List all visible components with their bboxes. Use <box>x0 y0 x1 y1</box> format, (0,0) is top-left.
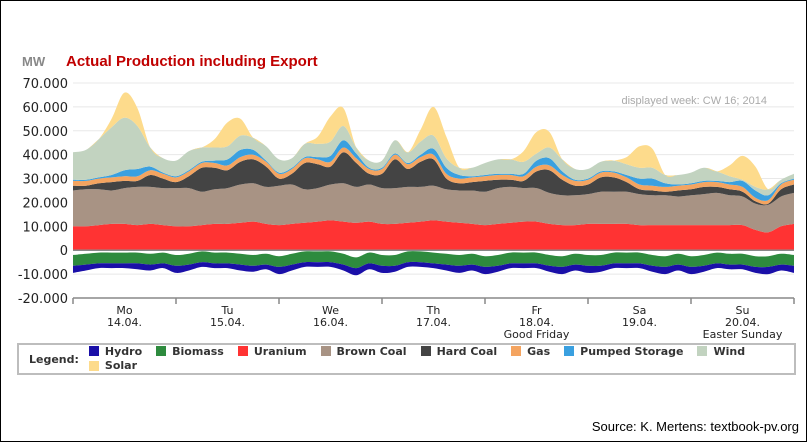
area-biomass-export <box>73 251 794 269</box>
area-brown-coal <box>73 183 794 233</box>
y-tick-label: 10.000 <box>23 220 69 235</box>
legend-item[interactable]: Solar <box>88 359 138 372</box>
legend-swatch <box>156 346 167 356</box>
legend-item[interactable]: Pumped Storage <box>564 345 683 358</box>
legend-label: Brown Coal <box>336 344 407 358</box>
y-tick-label: -20.000 <box>18 292 68 307</box>
x-day-label: Tu <box>220 304 233 317</box>
y-tick-label: 40.000 <box>23 149 69 164</box>
legend-label: Hard Coal <box>436 344 498 358</box>
area-hydro-export <box>73 261 794 276</box>
legend-item[interactable]: Brown Coal <box>320 344 407 358</box>
area-hard-coal <box>73 152 794 206</box>
y-tick-label: -10.000 <box>18 268 68 283</box>
legend-item[interactable]: Biomass <box>156 345 224 358</box>
legend-item[interactable]: Gas <box>511 345 550 358</box>
x-day-label: We <box>322 304 339 317</box>
x-day-label: 15.04. <box>210 316 245 329</box>
y-tick-label: 20.000 <box>23 196 69 211</box>
area-pumped-storage <box>73 140 794 201</box>
legend-swatch <box>564 346 575 356</box>
x-day-label: 14.04. <box>107 316 142 329</box>
chart-title: Actual Production including Export <box>66 53 318 70</box>
y-tick-label: 60.000 <box>23 101 69 116</box>
area-gas <box>73 147 794 205</box>
x-day-label: 16.04. <box>313 316 348 329</box>
legend-item[interactable]: Wind <box>697 345 745 358</box>
legend-label: Biomass <box>172 344 224 358</box>
legend-label: Uranium <box>253 344 307 358</box>
x-day-label: Easter Sunday <box>703 328 783 341</box>
legend-label: Hydro <box>104 344 143 358</box>
legend-swatch <box>88 360 99 371</box>
y-tick-label: 70.000 <box>23 77 69 92</box>
x-day-label: 20.04. <box>725 316 760 329</box>
area-wind <box>73 117 794 196</box>
legend-title: Legend: <box>29 352 79 366</box>
y-tick-label: 0 <box>60 244 68 259</box>
area-solar <box>73 92 794 190</box>
x-day-label: 19.04. <box>622 316 657 329</box>
x-day-label: Su <box>736 304 750 317</box>
y-tick-label: 30.000 <box>23 173 69 188</box>
x-day-label: 17.04. <box>416 316 451 329</box>
x-day-label: Good Friday <box>504 328 570 341</box>
legend: Legend: Hydro Biomass Uranium Brown Coal Har… <box>17 343 796 375</box>
legend-swatch <box>511 346 522 356</box>
x-day-label: Sa <box>633 304 647 317</box>
unit-label: MW <box>22 54 46 69</box>
week-label: displayed week: CW 16; 2014 <box>621 95 767 107</box>
legend-swatch <box>88 346 99 356</box>
y-tick-label: 50.000 <box>23 125 69 140</box>
legend-label: Gas <box>527 344 551 358</box>
legend-item[interactable]: Hydro <box>88 344 143 358</box>
x-day-label: Fr <box>531 304 542 317</box>
x-day-label: 18.04. <box>519 316 554 329</box>
legend-item[interactable]: Uranium <box>237 344 307 358</box>
x-day-label: Th <box>426 304 441 317</box>
legend-label: Wind <box>713 344 746 358</box>
legend-item[interactable]: Hard Coal <box>420 344 498 358</box>
source-credit: Source: K. Mertens: textbook-pv.org <box>591 419 799 434</box>
legend-label: Pumped Storage <box>580 344 684 358</box>
legend-swatch <box>420 346 431 356</box>
legend-label: Solar <box>104 359 138 372</box>
x-day-label: Mo <box>116 304 132 317</box>
area-uranium <box>73 220 794 251</box>
legend-swatch <box>697 346 708 356</box>
legend-swatch <box>237 346 248 356</box>
production-chart: MW Actual Production including Export -2… <box>18 53 795 341</box>
legend-swatch <box>320 346 331 356</box>
